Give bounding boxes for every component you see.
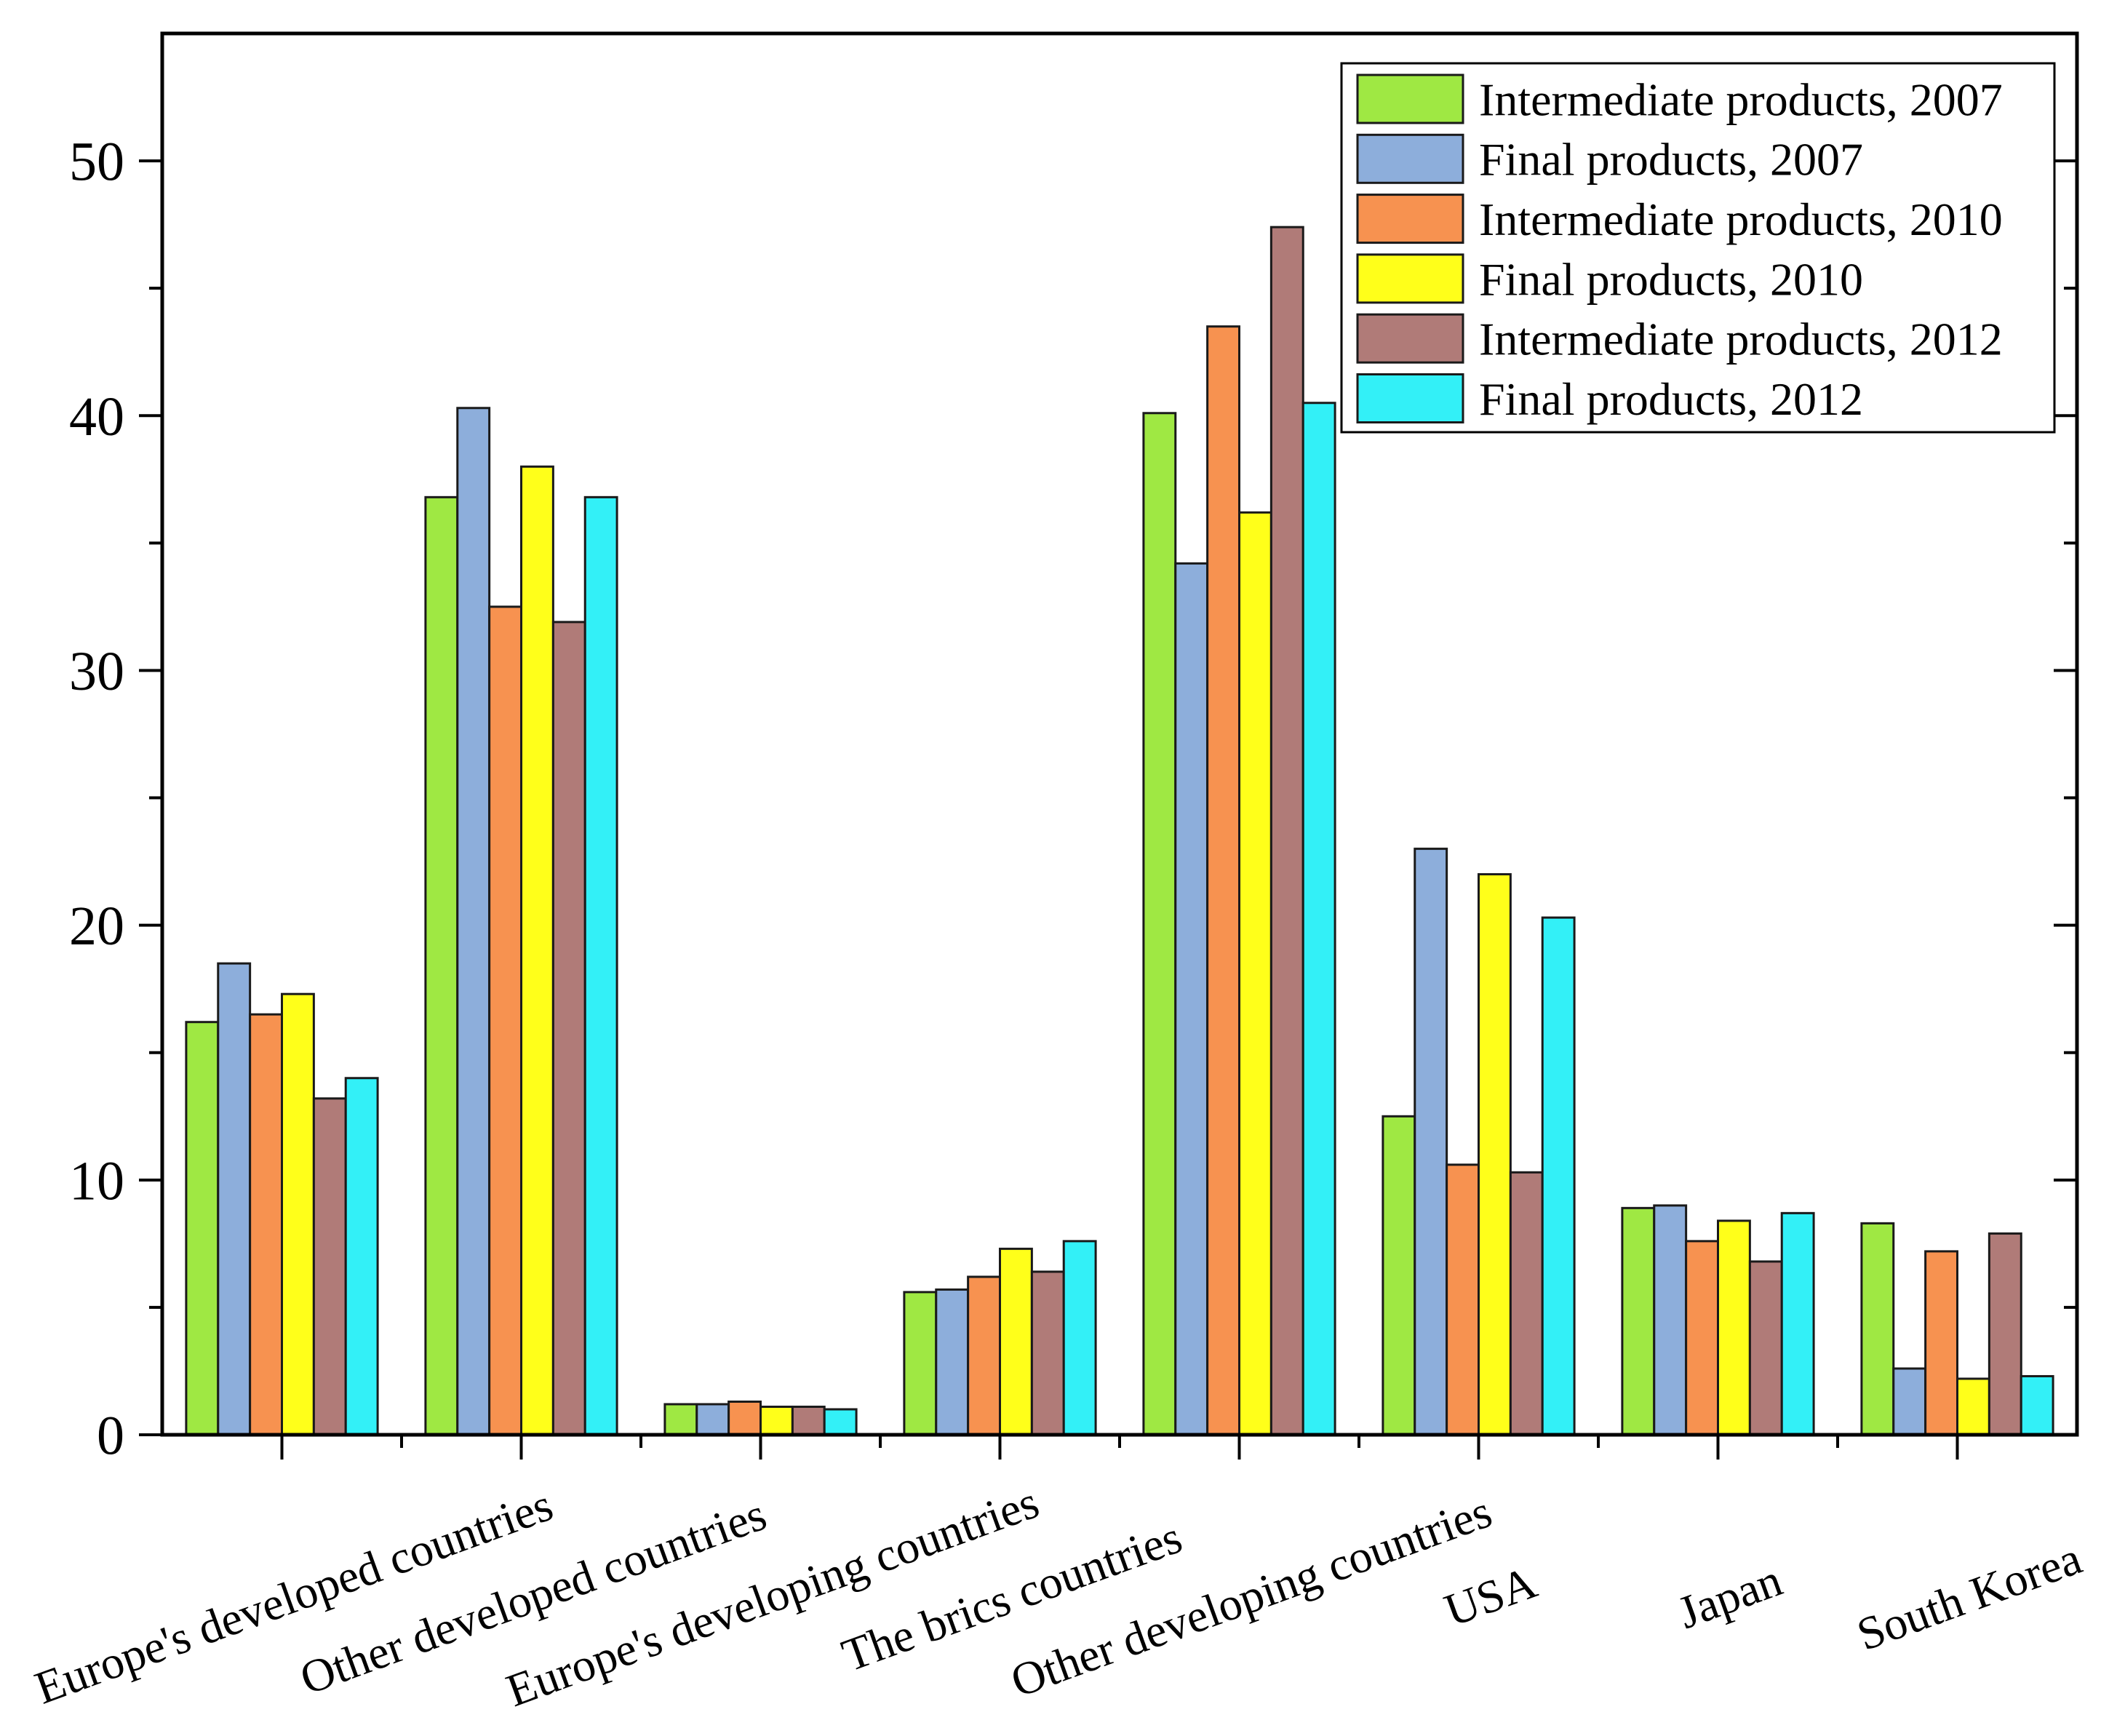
bar-group-the-brics-countries [903,1240,1097,1436]
bar-final-products-2012-usa [1541,916,1576,1436]
bar-intermediate-products-2010-south-korea [1924,1250,1958,1436]
legend-label: Final products, 2007 [1479,134,1863,186]
bar-intermediate-products-2007-europe-s-developed-countries [185,1021,220,1436]
legend-label: Intermediate products, 2010 [1479,194,2003,245]
legend-swatch-intermediate-products-2007 [1356,73,1464,124]
bar-final-products-2007-usa [1414,848,1448,1436]
bar-group-other-developed-countries [424,407,618,1436]
bar-intermediate-products-2007-europe-s-developing-countries [663,1403,698,1436]
bar-intermediate-products-2012-the-brics-countries [1030,1270,1065,1436]
bar-intermediate-products-2007-the-brics-countries [903,1291,938,1436]
legend-label: Intermediate products, 2007 [1479,73,2003,125]
legend-swatch-intermediate-products-2012 [1356,313,1464,364]
bar-intermediate-products-2012-japan [1748,1260,1783,1436]
y-tick-label: 10 [69,1150,124,1211]
bar-intermediate-products-2010-the-brics-countries [967,1275,1002,1436]
bar-intermediate-products-2012-south-korea [1988,1232,2022,1436]
bar-final-products-2007-the-brics-countries [935,1288,970,1436]
bar-final-products-2012-other-developed-countries [583,495,618,1436]
legend-box [1340,62,2056,434]
legend-entry-final-products-2007: Final products, 2007 [1356,133,1863,186]
bar-final-products-2007-europe-s-developed-countries [217,962,252,1436]
y-tick-label: 40 [69,386,124,447]
bar-final-products-2007-south-korea [1892,1367,1927,1436]
legend-swatch-final-products-2010 [1356,253,1464,304]
bar-intermediate-products-2007-other-developed-countries [424,495,459,1436]
y-tick-label: 0 [97,1406,124,1467]
bars-layer [185,226,2054,1436]
y-tick-label: 20 [69,896,124,957]
bar-final-products-2007-japan [1653,1204,1688,1436]
bar-intermediate-products-2007-usa [1382,1115,1416,1436]
bar-final-products-2012-europe-s-developing-countries [823,1408,858,1436]
legend-label: Intermediate products, 2012 [1479,314,2003,365]
legend-swatch-final-products-2012 [1356,373,1464,423]
bar-intermediate-products-2010-usa [1446,1163,1480,1436]
bar-intermediate-products-2012-other-developing-countries [1269,226,1304,1436]
bar-group-usa [1382,848,1576,1436]
bar-final-products-2010-europe-s-developed-countries [281,992,315,1436]
y-tick-label: 50 [69,132,124,193]
bar-final-products-2010-other-developing-countries [1238,511,1272,1436]
bar-final-products-2012-japan [1780,1211,1815,1436]
bar-intermediate-products-2012-europe-s-developed-countries [312,1097,347,1436]
bar-final-products-2010-europe-s-developing-countries [760,1405,794,1436]
bar-final-products-2012-europe-s-developed-countries [344,1077,379,1436]
bar-final-products-2010-japan [1717,1219,1751,1436]
bar-final-products-2012-the-brics-countries [1062,1240,1097,1436]
bar-group-europe-s-developing-countries [663,1400,858,1436]
bar-intermediate-products-2012-other-developed-countries [551,621,586,1436]
legend-label: Final products, 2012 [1479,373,1863,425]
bar-intermediate-products-2007-south-korea [1860,1222,1895,1436]
legend-entry-intermediate-products-2010: Intermediate products, 2010 [1356,194,2003,245]
y-tick-label: 30 [69,641,124,702]
bar-final-products-2010-south-korea [1956,1377,1990,1436]
bar-final-products-2007-europe-s-developing-countries [695,1403,730,1436]
y-axis-ticks: 0 10 20 30 40 50 [69,132,2077,1467]
bar-intermediate-products-2012-europe-s-developing-countries [791,1405,826,1436]
bar-intermediate-products-2010-europe-s-developed-countries [249,1013,284,1436]
bar-intermediate-products-2007-other-developing-countries [1142,412,1177,1436]
bar-final-products-2007-other-developing-countries [1174,562,1209,1436]
bar-final-products-2012-other-developing-countries [1301,402,1336,1436]
bar-intermediate-products-2010-other-developing-countries [1206,325,1241,1436]
legend: Intermediate products, 2007 Final product… [1340,62,2056,434]
bar-intermediate-products-2010-japan [1685,1240,1719,1436]
bar-group-europe-s-developed-countries [185,962,379,1436]
legend-entry-final-products-2010: Final products, 2010 [1356,253,1863,305]
legend-entry-intermediate-products-2007: Intermediate products, 2007 [1356,73,2003,125]
bar-final-products-2010-other-developed-countries [520,465,554,1436]
bar-final-products-2007-other-developed-countries [456,407,491,1436]
bar-intermediate-products-2010-europe-s-developing-countries [727,1400,762,1436]
bar-intermediate-products-2012-usa [1509,1171,1544,1436]
bar-final-products-2012-south-korea [2020,1374,2054,1436]
bar-group-south-korea [1860,1222,2054,1436]
legend-label: Final products, 2010 [1479,253,1863,305]
bar-group-other-developing-countries [1142,226,1336,1436]
legend-entry-final-products-2012: Final products, 2012 [1356,373,1863,425]
legend-swatch-final-products-2007 [1356,133,1464,184]
bar-final-products-2010-usa [1478,873,1512,1436]
legend-entry-intermediate-products-2012: Intermediate products, 2012 [1356,313,2003,365]
bar-intermediate-products-2010-other-developed-countries [488,605,523,1436]
legend-swatch-intermediate-products-2010 [1356,194,1464,244]
bar-group-japan [1621,1204,1815,1436]
bar-intermediate-products-2007-japan [1621,1206,1656,1436]
bar-final-products-2010-the-brics-countries [999,1247,1033,1436]
